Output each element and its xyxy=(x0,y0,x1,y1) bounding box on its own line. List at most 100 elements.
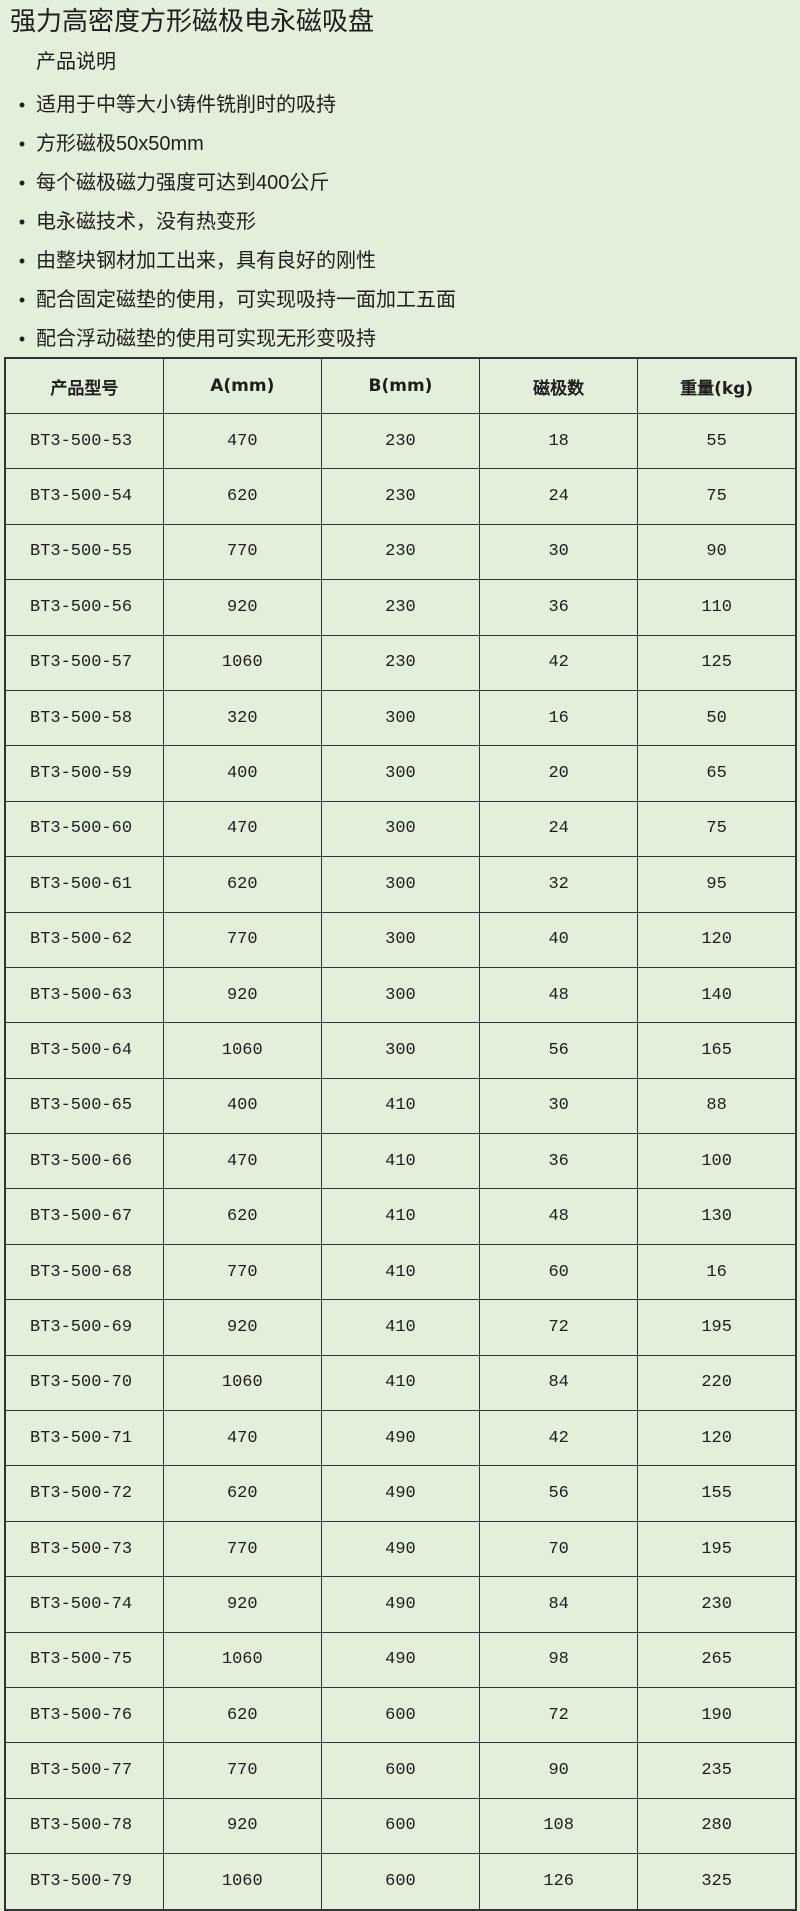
a-cell: 320 xyxy=(162,689,322,747)
bullet-icon: • xyxy=(18,329,26,349)
model-cell: BT3-500-53 xyxy=(4,412,164,470)
weight-cell: 265 xyxy=(637,1631,797,1688)
model-cell: BT3-500-73 xyxy=(4,1520,164,1578)
weight-cell: 325 xyxy=(637,1853,797,1911)
weight-cell: 230 xyxy=(637,1576,797,1633)
poles-cell: 24 xyxy=(479,800,639,858)
model-cell: BT3-500-58 xyxy=(4,689,164,747)
feature-item: • 配合浮动磁垫的使用可实现无形变吸持 xyxy=(14,320,456,359)
a-cell: 920 xyxy=(162,579,322,636)
a-cell: 770 xyxy=(162,1243,322,1301)
a-cell: 770 xyxy=(162,1742,322,1799)
table-row: BT3-500-73 770 490 70 195 xyxy=(4,1520,797,1578)
b-cell: 410 xyxy=(320,1243,481,1301)
b-cell: 300 xyxy=(320,689,481,747)
model-cell: BT3-500-72 xyxy=(4,1465,164,1522)
table-row: BT3-500-54 620 230 24 75 xyxy=(4,468,797,525)
poles-cell: 70 xyxy=(479,1520,639,1578)
model-cell: BT3-500-67 xyxy=(4,1188,164,1245)
b-cell: 490 xyxy=(320,1576,481,1633)
column-header: 产品型号 xyxy=(4,357,164,414)
table-row: BT3-500-71 470 490 42 120 xyxy=(4,1410,797,1467)
model-cell: BT3-500-78 xyxy=(4,1797,164,1855)
model-cell: BT3-500-63 xyxy=(4,966,164,1024)
model-cell: BT3-500-77 xyxy=(4,1742,164,1799)
model-cell: BT3-500-61 xyxy=(4,856,164,913)
poles-cell: 36 xyxy=(479,1133,639,1190)
model-cell: BT3-500-70 xyxy=(4,1354,164,1412)
feature-item: • 电永磁技术，没有热变形 xyxy=(14,203,456,242)
poles-cell: 48 xyxy=(479,1188,639,1245)
weight-cell: 95 xyxy=(637,856,797,913)
feature-item: • 适用于中等大小铸件铣削时的吸持 xyxy=(14,86,456,125)
a-cell: 1060 xyxy=(162,1631,322,1688)
poles-cell: 126 xyxy=(479,1853,639,1911)
b-cell: 230 xyxy=(320,412,481,470)
b-cell: 600 xyxy=(320,1742,481,1799)
a-cell: 770 xyxy=(162,911,322,968)
model-cell: BT3-500-68 xyxy=(4,1243,164,1301)
weight-cell: 155 xyxy=(637,1465,797,1522)
feature-item: • 每个磁极磁力强度可达到400公斤 xyxy=(14,164,456,203)
model-cell: BT3-500-54 xyxy=(4,468,164,525)
poles-cell: 40 xyxy=(479,911,639,968)
b-cell: 410 xyxy=(320,1077,481,1135)
poles-cell: 108 xyxy=(479,1797,639,1855)
table-header-row: 产品型号 A(mm) B(mm) 磁极数 重量(kg) xyxy=(4,357,797,414)
bullet-icon: • xyxy=(18,212,26,232)
b-cell: 300 xyxy=(320,966,481,1024)
table-row: BT3-500-56 920 230 36 110 xyxy=(4,579,797,636)
model-cell: BT3-500-59 xyxy=(4,745,164,802)
b-cell: 410 xyxy=(320,1354,481,1412)
table-row: BT3-500-57 1060 230 42 125 xyxy=(4,634,797,691)
a-cell: 1060 xyxy=(162,634,322,691)
a-cell: 920 xyxy=(162,1576,322,1633)
a-cell: 620 xyxy=(162,856,322,913)
table-row: BT3-500-65 400 410 30 88 xyxy=(4,1077,797,1135)
poles-cell: 72 xyxy=(479,1299,639,1356)
poles-cell: 36 xyxy=(479,579,639,636)
weight-cell: 65 xyxy=(637,745,797,802)
section-subtitle: 产品说明 xyxy=(36,51,116,73)
a-cell: 1060 xyxy=(162,1853,322,1911)
poles-cell: 84 xyxy=(479,1576,639,1633)
feature-text: 方形磁极50x50mm xyxy=(36,133,204,155)
b-cell: 600 xyxy=(320,1797,481,1855)
table-row: BT3-500-55 770 230 30 90 xyxy=(4,523,797,581)
model-cell: BT3-500-79 xyxy=(4,1853,164,1911)
b-cell: 410 xyxy=(320,1188,481,1245)
page-title: 强力高密度方形磁极电永磁吸盘 xyxy=(10,6,375,36)
a-cell: 470 xyxy=(162,1410,322,1467)
table-row: BT3-500-60 470 300 24 75 xyxy=(4,800,797,858)
poles-cell: 90 xyxy=(479,1742,639,1799)
weight-cell: 75 xyxy=(637,800,797,858)
b-cell: 600 xyxy=(320,1686,481,1744)
table-row: BT3-500-53 470 230 18 55 xyxy=(4,412,797,470)
weight-cell: 16 xyxy=(637,1243,797,1301)
poles-cell: 32 xyxy=(479,856,639,913)
poles-cell: 24 xyxy=(479,468,639,525)
model-cell: BT3-500-76 xyxy=(4,1686,164,1744)
model-cell: BT3-500-66 xyxy=(4,1133,164,1190)
poles-cell: 42 xyxy=(479,1410,639,1467)
model-cell: BT3-500-74 xyxy=(4,1576,164,1633)
table-row: BT3-500-58 320 300 16 50 xyxy=(4,689,797,747)
poles-cell: 42 xyxy=(479,634,639,691)
weight-cell: 88 xyxy=(637,1077,797,1135)
weight-cell: 130 xyxy=(637,1188,797,1245)
column-header: A(mm) xyxy=(162,357,322,414)
poles-cell: 20 xyxy=(479,745,639,802)
model-cell: BT3-500-62 xyxy=(4,911,164,968)
feature-text: 配合浮动磁垫的使用可实现无形变吸持 xyxy=(36,328,376,350)
poles-cell: 60 xyxy=(479,1243,639,1301)
poles-cell: 56 xyxy=(479,1465,639,1522)
poles-cell: 98 xyxy=(479,1631,639,1688)
poles-cell: 48 xyxy=(479,966,639,1024)
feature-item: • 方形磁极50x50mm xyxy=(14,125,456,164)
weight-cell: 165 xyxy=(637,1022,797,1079)
table-row: BT3-500-63 920 300 48 140 xyxy=(4,966,797,1024)
feature-item: • 配合固定磁垫的使用，可实现吸持一面加工五面 xyxy=(14,281,456,320)
column-header: 磁极数 xyxy=(479,357,639,414)
weight-cell: 220 xyxy=(637,1354,797,1412)
b-cell: 300 xyxy=(320,1022,481,1079)
